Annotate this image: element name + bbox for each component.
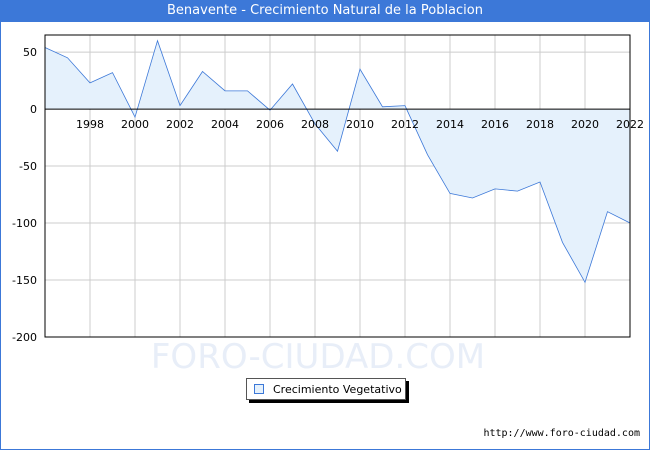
legend-label: Crecimiento Vegetativo	[273, 382, 402, 396]
y-tick-label: 50	[23, 46, 37, 59]
legend-swatch	[254, 384, 264, 394]
y-tick-labels: 50 0 -50 -100 -150 -200	[12, 46, 37, 344]
y-tick-label: -150	[12, 274, 37, 287]
source-url: http://www.foro-ciudad.com	[483, 428, 640, 439]
area-fill	[45, 40, 630, 283]
x-tick-label: 2008	[301, 118, 329, 131]
series-line	[44, 39, 631, 284]
x-tick-label: 2022	[616, 118, 644, 131]
x-tick-label: 2012	[391, 118, 419, 131]
x-tick-label: 2006	[256, 118, 284, 131]
legend: Crecimiento Vegetativo	[246, 378, 406, 400]
x-tick-label: 1998	[76, 118, 104, 131]
x-tick-label: 2018	[526, 118, 554, 131]
x-tick-label: 2020	[571, 118, 599, 131]
watermark: FORO-CIUDAD.COM	[151, 337, 485, 377]
chart-title: Benavente - Crecimiento Natural de la Po…	[0, 0, 650, 22]
y-tick-label: -200	[12, 331, 37, 344]
plot-border	[44, 34, 631, 338]
y-tick-label: -100	[12, 217, 37, 230]
x-tick-label: 2010	[346, 118, 374, 131]
x-tick-label: 2000	[121, 118, 149, 131]
x-tick-label: 2004	[211, 118, 239, 131]
x-tick-label: 2014	[436, 118, 464, 131]
x-tick-label: 2002	[166, 118, 194, 131]
x-tick-labels: 1998 2000 2002 2004 2006 2008 2010 2012 2014 2016…	[76, 118, 644, 131]
y-tick-label: -50	[19, 160, 37, 173]
y-tick-label: 0	[30, 103, 37, 116]
x-tick-label: 2016	[481, 118, 509, 131]
